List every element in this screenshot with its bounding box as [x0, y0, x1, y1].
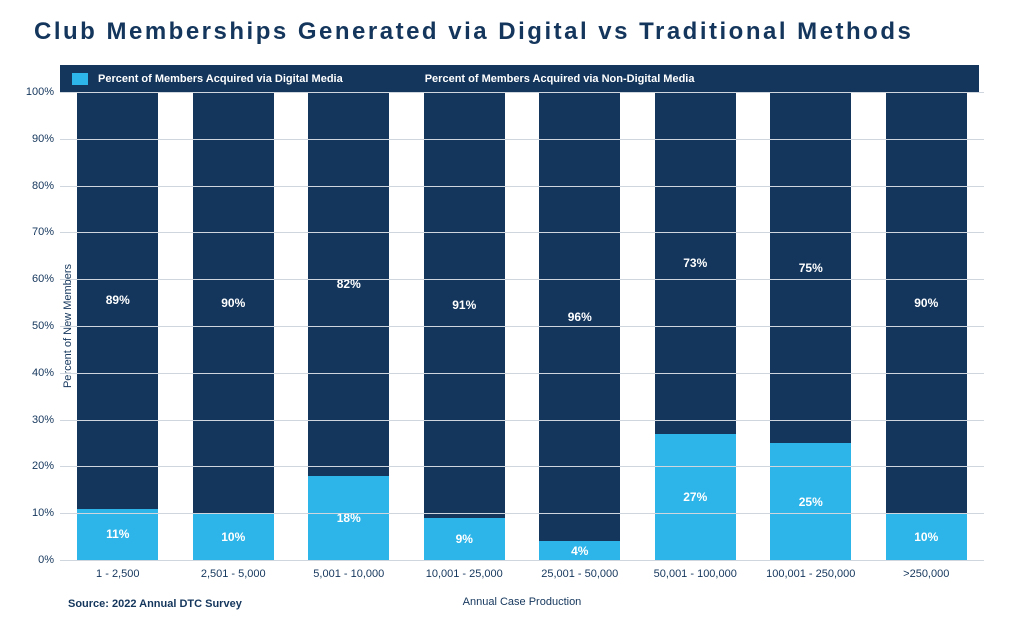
x-tick-label: 5,001 - 10,000: [292, 568, 405, 580]
y-tick-label: 100%: [22, 86, 54, 98]
legend-item: Percent of Members Acquired via Digital …: [72, 73, 343, 85]
y-tick-label: 10%: [22, 507, 54, 519]
x-tick-label: 10,001 - 25,000: [408, 568, 521, 580]
y-tick-label: 80%: [22, 180, 54, 192]
bar-segment-digital: 4%: [539, 541, 620, 560]
y-tick-label: 0%: [22, 554, 54, 566]
grid-line: [60, 232, 984, 233]
bar-segment-nondigital: 75%: [770, 92, 851, 443]
bar-segment-nondigital: 91%: [424, 92, 505, 518]
y-tick-label: 50%: [22, 320, 54, 332]
grid-line: [60, 279, 984, 280]
bar-segment-digital: 27%: [655, 434, 736, 560]
bar-segment-digital: 10%: [886, 513, 967, 560]
y-tick-label: 70%: [22, 226, 54, 238]
grid-line: [60, 139, 984, 140]
grid-line: [60, 326, 984, 327]
bar-segment-digital: 25%: [770, 443, 851, 560]
x-tick-label: 25,001 - 50,000: [523, 568, 636, 580]
x-tick-label: 50,001 - 100,000: [639, 568, 752, 580]
x-tick-label: >250,000: [870, 568, 983, 580]
plot: 89%11%1 - 2,50090%10%2,501 - 5,00082%18%…: [60, 92, 984, 560]
bar-segment-digital: 10%: [193, 513, 274, 560]
bar-segment-nondigital: 96%: [539, 92, 620, 541]
bar-segment-digital: 9%: [424, 518, 505, 560]
x-tick-label: 2,501 - 5,000: [177, 568, 290, 580]
y-tick-label: 60%: [22, 273, 54, 285]
bar-segment-nondigital: 89%: [77, 92, 158, 509]
legend-item: Percent of Members Acquired via Non-Digi…: [399, 73, 695, 85]
chart-title: Club Memberships Generated via Digital v…: [34, 18, 913, 46]
source-note: Source: 2022 Annual DTC Survey: [68, 598, 242, 610]
x-tick-label: 1 - 2,500: [61, 568, 174, 580]
y-tick-label: 90%: [22, 133, 54, 145]
bar-segment-nondigital: 82%: [308, 92, 389, 476]
legend-label: Percent of Members Acquired via Digital …: [98, 73, 343, 85]
grid-line: [60, 92, 984, 93]
x-tick-label: 100,001 - 250,000: [754, 568, 867, 580]
y-tick-label: 30%: [22, 414, 54, 426]
legend-swatch: [399, 73, 415, 85]
grid-line: [60, 420, 984, 421]
bar-segment-nondigital: 73%: [655, 92, 736, 434]
bar-segment-digital: 11%: [77, 509, 158, 560]
grid-line: [60, 186, 984, 187]
bar-segment-nondigital: 90%: [193, 92, 274, 513]
grid-line: [60, 513, 984, 514]
grid-line: [60, 466, 984, 467]
y-tick-label: 20%: [22, 460, 54, 472]
bar-segment-nondigital: 90%: [886, 92, 967, 513]
legend-swatch: [72, 73, 88, 85]
chart-container: Club Memberships Generated via Digital v…: [0, 0, 1009, 638]
plot-area: Percent of New Members 89%11%1 - 2,50090…: [60, 92, 984, 560]
grid-line: [60, 373, 984, 374]
y-tick-label: 40%: [22, 367, 54, 379]
grid-line: [60, 560, 984, 561]
bar-segment-digital: 18%: [308, 476, 389, 560]
legend-label: Percent of Members Acquired via Non-Digi…: [425, 73, 695, 85]
legend: Percent of Members Acquired via Digital …: [60, 65, 979, 93]
